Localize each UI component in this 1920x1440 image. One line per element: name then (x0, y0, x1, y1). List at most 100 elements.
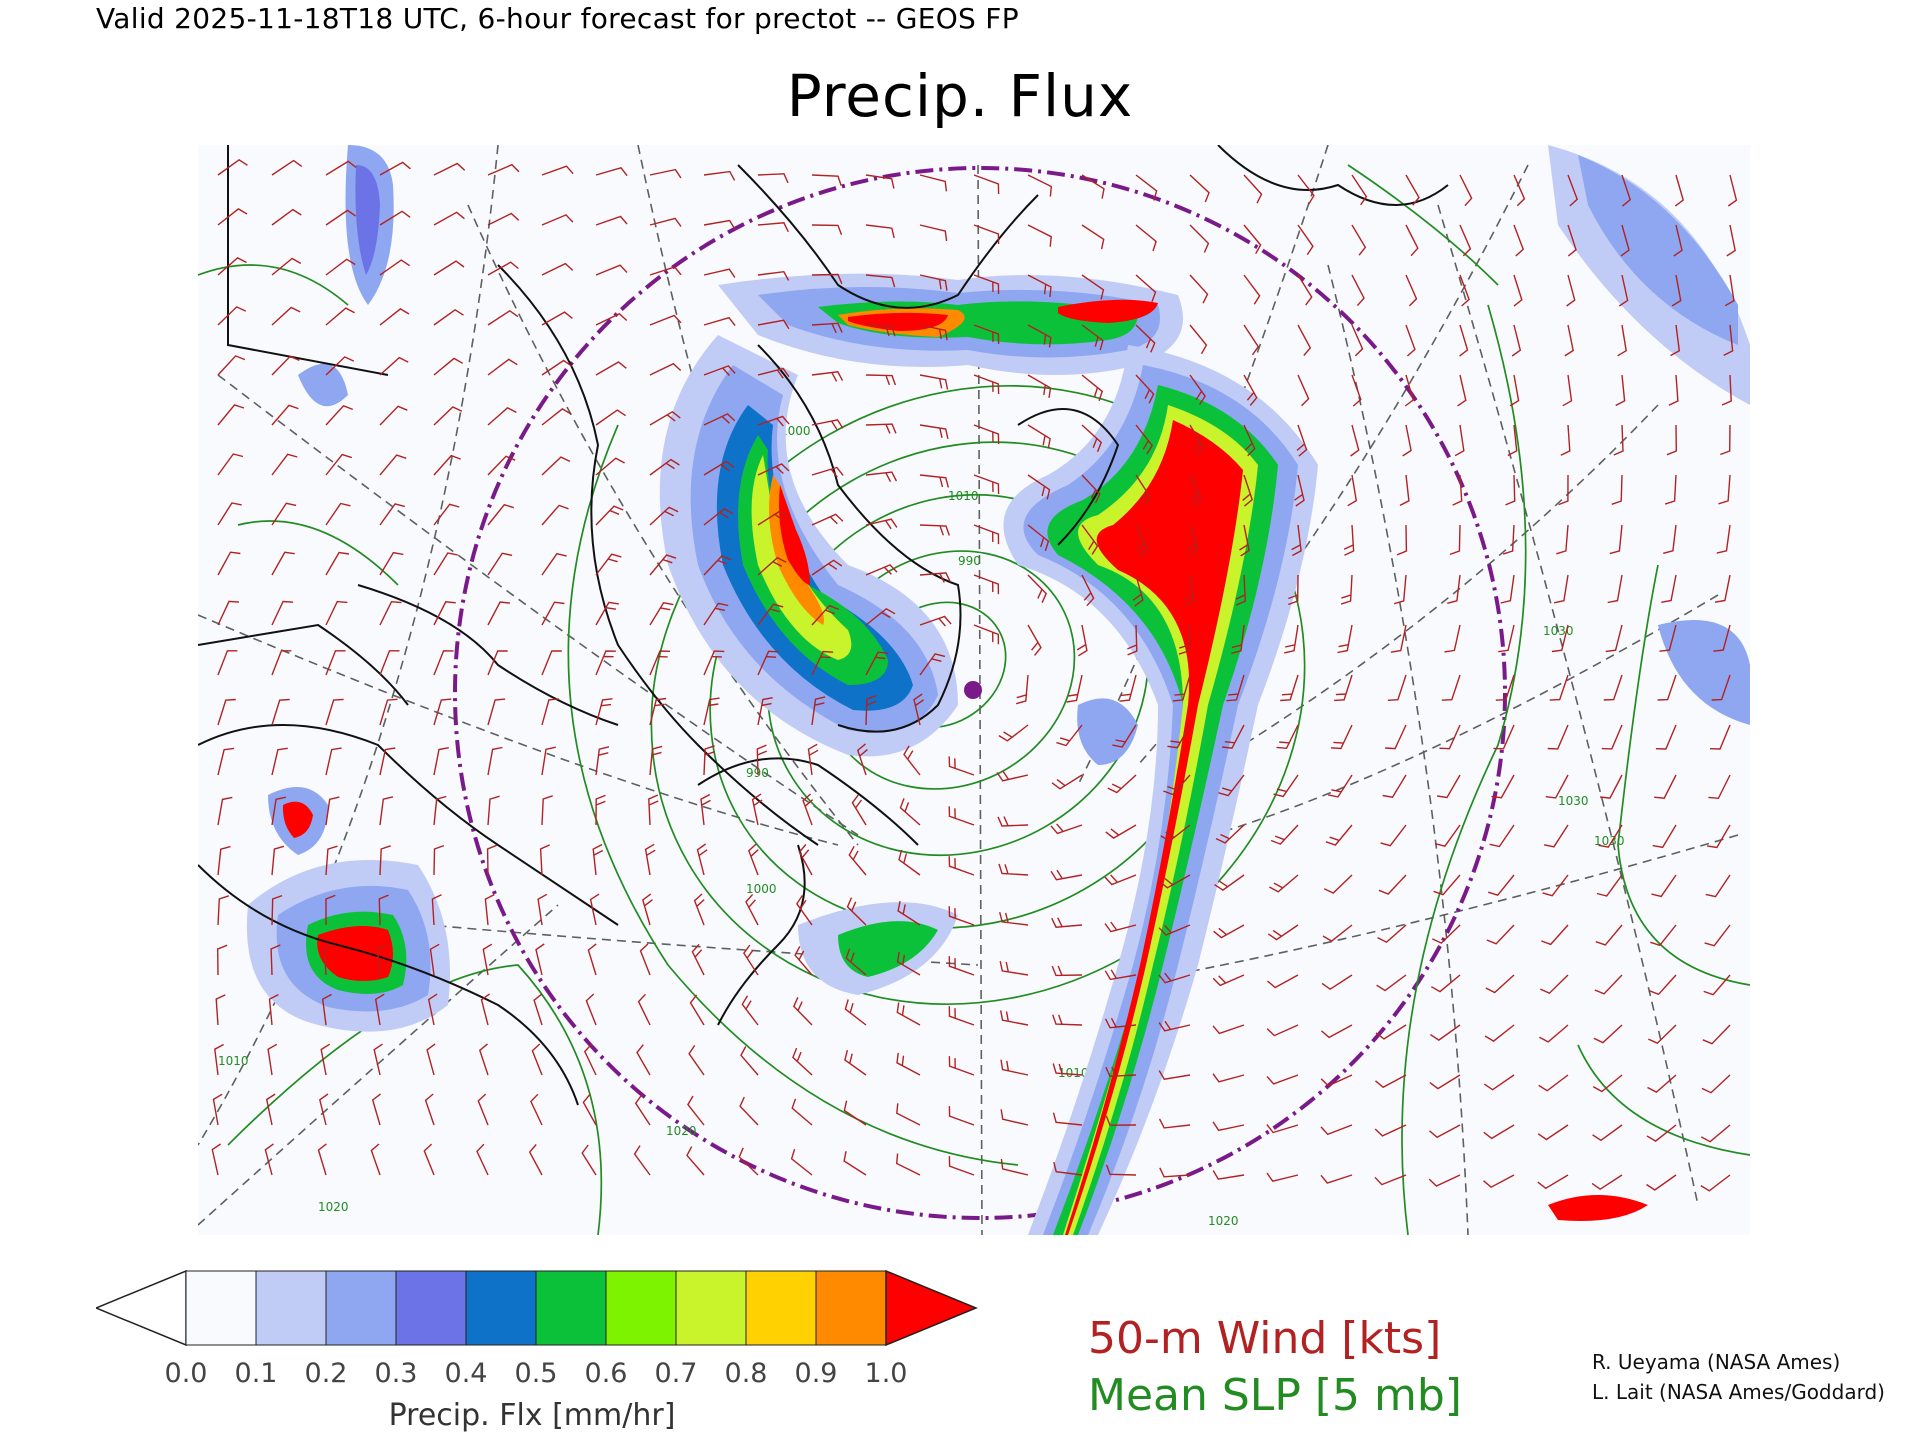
wind-barb (1659, 624, 1677, 652)
wind-barb (649, 410, 681, 426)
wind-barb (1081, 224, 1105, 250)
wind-barb (271, 650, 292, 676)
wind-barb (1135, 324, 1156, 353)
wind-barb (1454, 424, 1465, 457)
wind-barb (792, 997, 813, 1026)
wind-barb (541, 359, 573, 376)
wind-barb (649, 266, 682, 276)
wind-barb (271, 747, 288, 776)
wind-barb (1430, 974, 1461, 993)
wind-barb (1243, 224, 1262, 255)
wind-barb (703, 555, 732, 576)
wind-barb (1320, 1074, 1353, 1087)
wind-barb (973, 424, 1000, 445)
wind-barb (487, 212, 520, 226)
wind-barb (1390, 624, 1407, 653)
wind-barb (325, 551, 350, 576)
wind-barb (1596, 874, 1623, 897)
wind-barb (1104, 921, 1137, 933)
wind-barb (948, 1056, 975, 1076)
wind-barb (1650, 924, 1677, 947)
wind-barb (1603, 674, 1623, 701)
svg-text:1020: 1020 (318, 1200, 349, 1214)
wind-barb (487, 746, 503, 776)
wind-barb (1297, 324, 1312, 356)
wind-barb (649, 506, 679, 526)
wind-barb (757, 463, 790, 476)
wind-barb (1657, 674, 1677, 701)
wind-barb (1239, 524, 1250, 557)
wind-barb (541, 601, 565, 626)
wind-barb (595, 650, 616, 676)
colorbar-tick-label: 0.7 (654, 1358, 698, 1389)
wind-barb (541, 698, 559, 726)
wind-barb (1374, 1124, 1407, 1137)
wind-barb (843, 1151, 867, 1176)
wind-barb (1242, 474, 1254, 507)
wind-barb (1189, 324, 1208, 355)
wind-barb (1486, 924, 1515, 945)
wind-barb (1027, 374, 1052, 399)
wind-barb (739, 1096, 759, 1126)
wind-barb (1558, 474, 1569, 506)
wind-barb (271, 257, 302, 276)
wind-barb (919, 474, 950, 488)
wind-barb (325, 307, 355, 326)
wind-barb (973, 524, 1000, 545)
wind-barb (637, 993, 651, 1026)
wind-barb (1724, 274, 1735, 307)
wind-barb (217, 306, 247, 326)
wind-barb (1051, 917, 1083, 928)
wind-barb (649, 697, 667, 726)
range-ring (453, 166, 1507, 1220)
wind-barb (376, 943, 387, 976)
wind-barb (688, 1045, 705, 1076)
wind-barb (271, 502, 297, 526)
precip-colorbar (96, 1269, 978, 1347)
wind-barb (740, 1046, 759, 1076)
wind-barb (1189, 374, 1206, 405)
wind-barb (1135, 374, 1155, 404)
wind-barb (379, 454, 407, 476)
wind-barb (325, 258, 356, 276)
wind-barb (811, 419, 844, 430)
wind-barb (1323, 874, 1353, 894)
wind-barb (1213, 924, 1245, 939)
wind-barb (865, 564, 898, 576)
wind-barb (217, 895, 230, 926)
wind-barb (649, 217, 682, 227)
wind-barb (1447, 574, 1461, 604)
wind-barb (484, 893, 495, 926)
wind-barb (998, 724, 1029, 742)
storm-center-marker (964, 681, 982, 699)
wind-barb (811, 696, 826, 726)
wind-barb (541, 650, 562, 676)
wind-barb (431, 894, 442, 926)
wind-barb (687, 1095, 705, 1126)
wind-barb (433, 454, 461, 476)
wind-barb (1539, 1024, 1569, 1043)
wind-barb (325, 404, 354, 426)
wind-barb (1617, 324, 1627, 357)
wind-barb (1276, 724, 1299, 750)
wind-barb (919, 274, 948, 291)
wind-barb (487, 406, 517, 426)
wind-barb (429, 943, 440, 976)
wind-barb (541, 456, 571, 476)
wind-barb (1212, 1170, 1245, 1180)
wind-barb (215, 994, 226, 1026)
wind-barb (541, 408, 572, 426)
wind-barb (271, 551, 295, 576)
wind-barb (1551, 624, 1569, 653)
wind-barb (595, 361, 627, 376)
wind-barb (996, 770, 1029, 782)
wind-barb (595, 698, 613, 726)
wind-barb (1483, 1124, 1515, 1140)
colorbar-swatch (465, 1270, 537, 1346)
wind-barb (919, 174, 948, 192)
wind-barb (476, 1143, 489, 1176)
wind-barb (865, 518, 898, 530)
wind-barb (1402, 424, 1412, 457)
wind-barb (217, 845, 231, 876)
wind-barb (217, 650, 238, 676)
